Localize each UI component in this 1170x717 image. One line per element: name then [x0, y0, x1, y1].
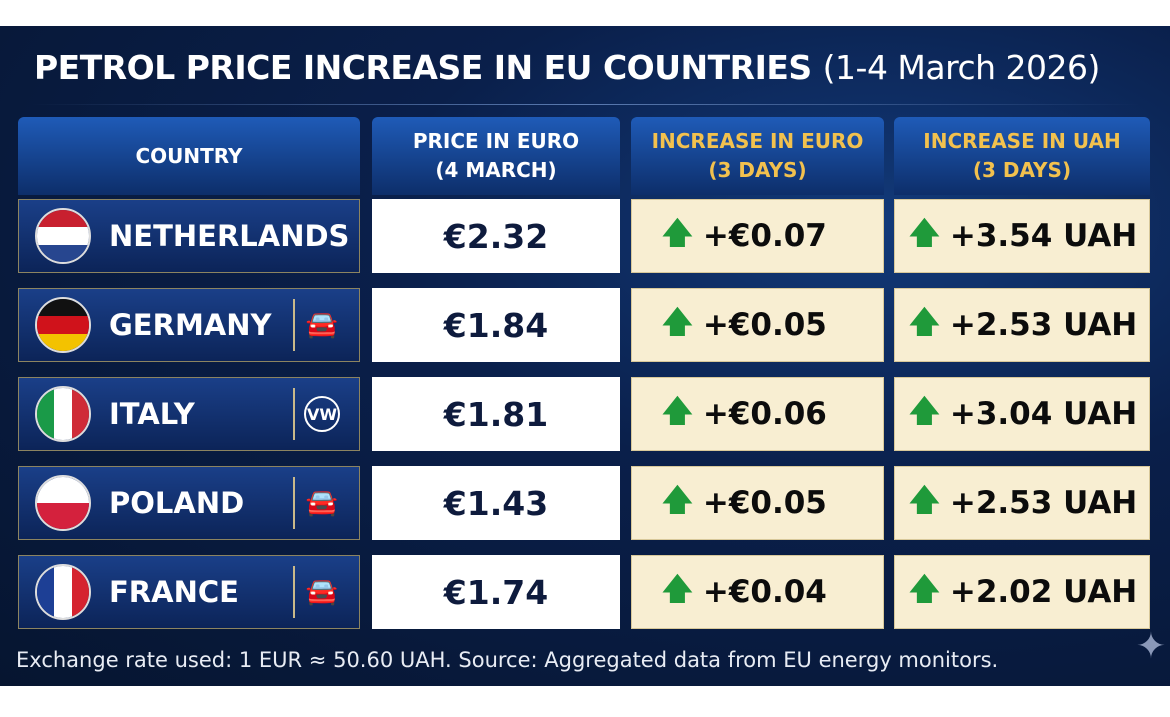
- price-value: €2.32: [443, 216, 549, 256]
- increase-eur-value: +€0.04: [702, 574, 827, 610]
- header-line: INCREASE IN UAH: [923, 129, 1121, 153]
- increase-eur-cell: 🡅 +€0.06: [631, 377, 884, 451]
- flag-stripe: [37, 244, 89, 262]
- increase-eur-value: +€0.05: [702, 485, 827, 521]
- sparkle-icon: ✦: [1135, 626, 1166, 667]
- header-increase-uah: INCREASE IN UAH (3 DAYS): [894, 117, 1150, 195]
- increase-uah-cell: 🡅 +2.53 UAH: [894, 466, 1150, 540]
- country-cell: POLAND 🚘: [18, 466, 360, 540]
- arrow-up-icon: 🡅: [909, 393, 940, 429]
- increase-uah-value: +3.54 UAH: [949, 218, 1138, 254]
- car-icon: 🚘: [293, 477, 349, 529]
- price-value: €1.74: [443, 572, 549, 612]
- country-name: NETHERLANDS: [109, 219, 350, 253]
- arrow-up-icon: 🡅: [662, 571, 693, 607]
- flag-stripe: [37, 566, 55, 618]
- increase-eur-value: +€0.07: [702, 218, 827, 254]
- divider: [30, 104, 1140, 105]
- flag-icon: [35, 564, 91, 620]
- increase-eur-cell: 🡅 +€0.07: [631, 199, 884, 273]
- country-cell: ITALY VW: [18, 377, 360, 451]
- flag-stripe: [37, 477, 89, 503]
- footer-note: Exchange rate used: 1 EUR ≈ 50.60 UAH. S…: [16, 648, 999, 672]
- price-cell: €2.32: [372, 199, 620, 273]
- flag-stripe: [71, 388, 89, 440]
- country-name: ITALY: [109, 397, 195, 431]
- flag-icon: [35, 297, 91, 353]
- flag-stripe: [54, 388, 72, 440]
- arrow-up-icon: 🡅: [909, 215, 940, 251]
- arrow-up-icon: 🡅: [662, 393, 693, 429]
- header-price: PRICE IN EURO (4 MARCH): [372, 117, 620, 195]
- flag-stripe: [37, 503, 89, 529]
- flag-stripe: [37, 299, 89, 317]
- flag-stripe: [37, 227, 89, 245]
- header-line: (4 MARCH): [435, 158, 557, 182]
- increase-eur-cell: 🡅 +€0.05: [631, 466, 884, 540]
- price-value: €1.81: [443, 394, 549, 434]
- car-icon: 🚘: [293, 299, 349, 351]
- header-line: INCREASE IN EURO: [651, 129, 864, 153]
- price-value: €1.43: [443, 483, 549, 523]
- arrow-up-icon: 🡅: [909, 304, 940, 340]
- increase-uah-cell: 🡅 +2.53 UAH: [894, 288, 1150, 362]
- increase-eur-cell: 🡅 +€0.05: [631, 288, 884, 362]
- increase-uah-cell: 🡅 +2.02 UAH: [894, 555, 1150, 629]
- header-increase-eur: INCREASE IN EURO (3 DAYS): [631, 117, 884, 195]
- increase-uah-cell: 🡅 +3.04 UAH: [894, 377, 1150, 451]
- header-line: (3 DAYS): [972, 158, 1072, 182]
- country-cell: FRANCE 🚘: [18, 555, 360, 629]
- price-cell: €1.74: [372, 555, 620, 629]
- increase-eur-cell: 🡅 +€0.04: [631, 555, 884, 629]
- country-cell: NETHERLANDS: [18, 199, 360, 273]
- car-icon: 🚘: [293, 566, 349, 618]
- country-name: GERMANY: [109, 308, 272, 342]
- increase-eur-value: +€0.06: [702, 396, 827, 432]
- country-cell: GERMANY 🚘: [18, 288, 360, 362]
- header-country: COUNTRY: [18, 117, 360, 195]
- country-name: POLAND: [109, 486, 245, 520]
- price-value: €1.84: [443, 305, 549, 345]
- flag-icon: [35, 386, 91, 442]
- flag-icon: [35, 475, 91, 531]
- flag-stripe: [71, 566, 89, 618]
- increase-uah-cell: 🡅 +3.54 UAH: [894, 199, 1150, 273]
- increase-uah-value: +2.53 UAH: [949, 307, 1138, 343]
- infographic-panel: PETROL PRICE INCREASE IN EU COUNTRIES (1…: [0, 26, 1170, 686]
- arrow-up-icon: 🡅: [662, 304, 693, 340]
- arrow-up-icon: 🡅: [662, 482, 693, 518]
- price-cell: €1.84: [372, 288, 620, 362]
- arrow-up-icon: 🡅: [909, 482, 940, 518]
- flag-icon: [35, 208, 91, 264]
- arrow-up-icon: 🡅: [662, 215, 693, 251]
- price-cell: €1.43: [372, 466, 620, 540]
- increase-uah-value: +3.04 UAH: [949, 396, 1138, 432]
- header-line: PRICE IN EURO: [412, 129, 580, 153]
- increase-uah-value: +2.02 UAH: [949, 574, 1138, 610]
- arrow-up-icon: 🡅: [909, 571, 940, 607]
- flag-stripe: [37, 388, 55, 440]
- flag-stripe: [37, 316, 89, 334]
- flag-stripe: [54, 566, 72, 618]
- flag-stripe: [37, 333, 89, 351]
- vw-logo-icon: VW: [293, 388, 349, 440]
- title-date-range: (1-4 March 2026): [822, 48, 1101, 87]
- page-title: PETROL PRICE INCREASE IN EU COUNTRIES (1…: [34, 48, 1100, 87]
- price-cell: €1.81: [372, 377, 620, 451]
- increase-uah-value: +2.53 UAH: [949, 485, 1138, 521]
- increase-eur-value: +€0.05: [702, 307, 827, 343]
- header-line: (3 DAYS): [708, 158, 807, 182]
- flag-stripe: [37, 210, 89, 228]
- header-country-label: COUNTRY: [135, 143, 243, 168]
- country-name: FRANCE: [109, 575, 239, 609]
- title-main: PETROL PRICE INCREASE IN EU COUNTRIES: [34, 48, 812, 87]
